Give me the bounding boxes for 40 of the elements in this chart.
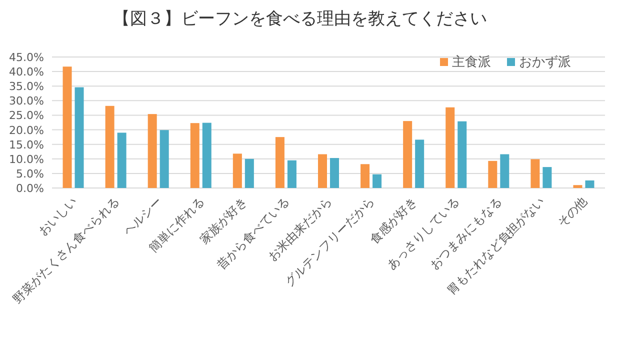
bar — [244, 158, 254, 188]
bar — [530, 159, 540, 188]
bar — [585, 180, 594, 188]
y-tick-label: 10.0% — [9, 152, 44, 166]
chart-title: 【図３】ビーフンを食べる理由を教えてください — [113, 9, 487, 29]
bar — [360, 164, 370, 188]
bar — [403, 121, 412, 188]
y-tick-label: 5.0% — [16, 167, 44, 180]
bar — [74, 87, 84, 188]
y-tick-label: 45.0% — [9, 51, 44, 64]
y-tick-label: 25.0% — [9, 109, 44, 122]
bar — [318, 154, 327, 188]
bar — [62, 66, 72, 188]
y-tick-label: 20.0% — [9, 124, 44, 137]
x-tick-label: その他 — [554, 194, 590, 230]
bar — [232, 154, 242, 188]
y-tick-label: 0.0% — [16, 182, 44, 195]
bar — [573, 185, 582, 188]
y-tick-label: 30.0% — [9, 94, 44, 108]
bar — [488, 160, 498, 188]
bar — [275, 137, 284, 188]
bar — [372, 174, 382, 188]
bar — [446, 107, 455, 188]
bar — [160, 130, 169, 188]
y-tick-label: 15.0% — [9, 138, 44, 152]
bar — [500, 154, 510, 188]
legend-label: 主食派 — [452, 54, 491, 70]
bar — [542, 167, 552, 188]
legend-label: おかず派 — [519, 55, 571, 70]
y-tick-label: 40.0% — [9, 66, 44, 79]
bar — [202, 122, 212, 188]
bar — [105, 106, 114, 188]
bar — [190, 123, 200, 188]
bar — [330, 158, 339, 188]
bar — [415, 140, 424, 188]
bar — [148, 114, 157, 188]
bar — [287, 160, 296, 188]
y-tick-label: 35.0% — [9, 80, 44, 94]
bar — [458, 121, 467, 188]
bar — [117, 132, 126, 188]
